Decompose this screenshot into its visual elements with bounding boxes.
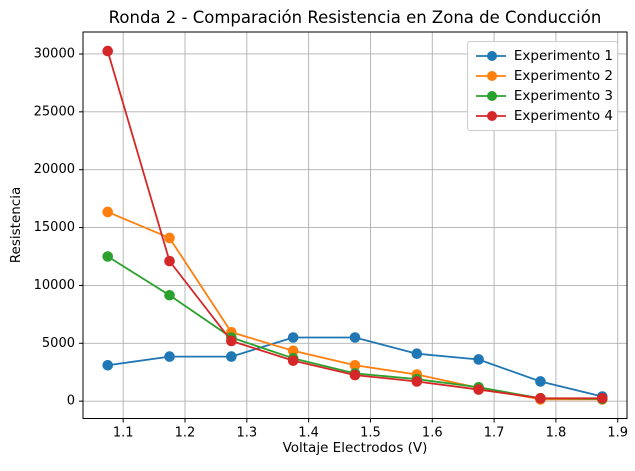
data-point-series-1 bbox=[473, 354, 484, 365]
legend-item-4: Experimento 4 bbox=[475, 106, 613, 126]
data-point-series-4 bbox=[164, 255, 175, 267]
data-point-series-2 bbox=[164, 232, 175, 244]
legend-item-1: Experimento 1 bbox=[475, 46, 613, 66]
legend: Experimento 1 Experimento 2 Experimento 3 E… bbox=[467, 41, 618, 131]
y-tick-label: 10000 bbox=[34, 278, 75, 293]
data-point-series-4 bbox=[473, 384, 484, 395]
legend-label: Experimento 2 bbox=[513, 68, 613, 84]
data-point-series-1 bbox=[226, 351, 237, 362]
data-point-series-1 bbox=[287, 332, 299, 343]
legend-line-marker-icon bbox=[476, 91, 506, 101]
data-point-series-3 bbox=[102, 251, 114, 262]
x-tick-label: 1.8 bbox=[546, 425, 567, 440]
data-point-series-1 bbox=[102, 359, 114, 371]
data-point-series-2 bbox=[349, 359, 361, 371]
data-point-series-4 bbox=[596, 392, 608, 404]
data-point-series-2 bbox=[287, 345, 299, 357]
y-axis-label: Resistencia bbox=[8, 186, 24, 264]
x-tick-label: 1.3 bbox=[236, 425, 257, 440]
legend-line-marker-icon bbox=[476, 111, 506, 121]
legend-line-marker-icon bbox=[476, 51, 506, 61]
y-tick-label: 0 bbox=[67, 394, 75, 409]
data-point-series-4 bbox=[411, 376, 423, 387]
legend-line-marker-icon bbox=[476, 71, 506, 81]
data-point-series-3 bbox=[164, 289, 175, 301]
data-point-series-4 bbox=[287, 355, 299, 366]
x-tick-label: 1.7 bbox=[484, 425, 505, 440]
x-axis-label: Voltaje Electrodos (V) bbox=[282, 440, 428, 456]
data-point-series-4 bbox=[226, 335, 237, 347]
plot-border bbox=[82, 31, 628, 419]
x-tick-label: 1.9 bbox=[607, 425, 628, 440]
y-tick-label: 25000 bbox=[34, 104, 75, 119]
x-tick-label: 1.6 bbox=[422, 425, 443, 440]
data-point-series-4 bbox=[102, 45, 114, 57]
data-point-series-1 bbox=[535, 376, 546, 387]
x-tick-label: 1.2 bbox=[175, 425, 196, 440]
legend-label: Experimento 3 bbox=[513, 88, 613, 104]
data-point-series-1 bbox=[164, 351, 175, 362]
data-point-series-2 bbox=[102, 206, 114, 218]
legend-item-2: Experimento 2 bbox=[475, 66, 613, 86]
y-tick-label: 20000 bbox=[34, 162, 75, 177]
y-tick-label: 15000 bbox=[34, 220, 75, 235]
y-tick-label: 30000 bbox=[34, 46, 75, 61]
y-tick-label: 5000 bbox=[42, 336, 75, 351]
data-point-series-4 bbox=[535, 392, 546, 404]
legend-item-3: Experimento 3 bbox=[475, 86, 613, 106]
legend-label: Experimento 4 bbox=[513, 108, 613, 124]
chart-title: Ronda 2 - Comparación Resistencia en Zon… bbox=[108, 8, 602, 27]
data-point-series-1 bbox=[349, 332, 361, 343]
data-point-series-4 bbox=[349, 369, 361, 381]
x-tick-label: 1.1 bbox=[113, 425, 134, 440]
data-point-series-1 bbox=[411, 348, 423, 359]
legend-label: Experimento 1 bbox=[513, 48, 613, 64]
x-tick-label: 1.5 bbox=[360, 425, 381, 440]
x-tick-label: 1.4 bbox=[298, 425, 319, 440]
